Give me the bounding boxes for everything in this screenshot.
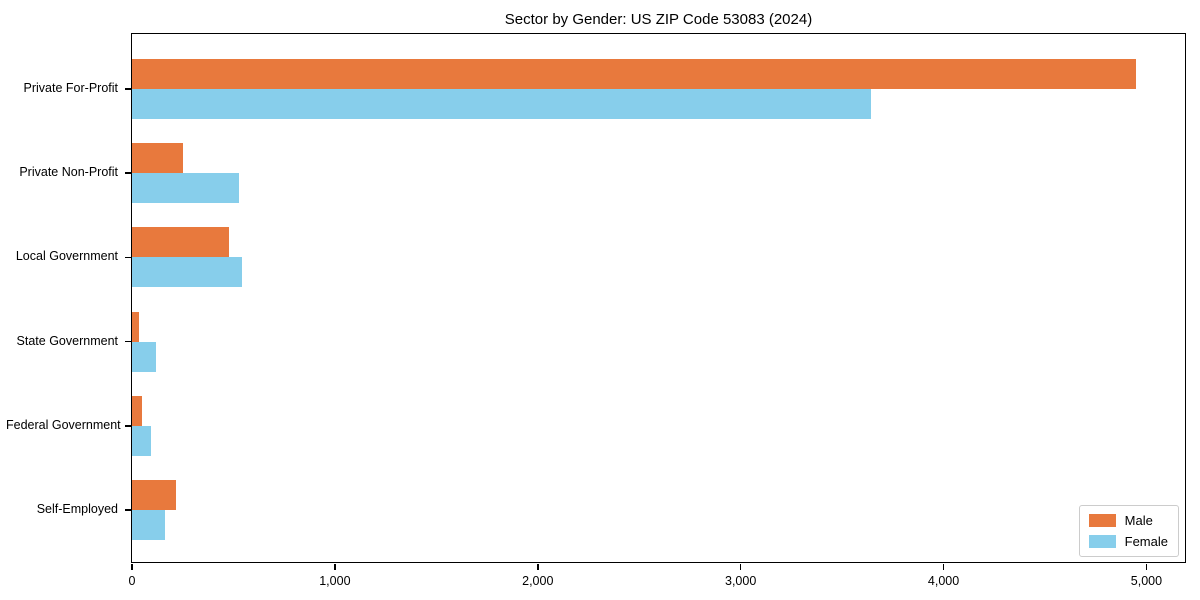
x-tick-label-3000: 3,000 <box>725 574 757 588</box>
y-tick-federal-government <box>124 425 131 427</box>
plot-area: Private For-Profit Private Non-Profit Loca… <box>6 33 1186 588</box>
y-tick-private-for-profit <box>124 88 131 90</box>
x-tick-label-5000: 5,000 <box>1130 574 1163 588</box>
x-tick-3000 <box>739 563 742 570</box>
legend-label-male: Male <box>1124 513 1153 528</box>
bar-male-private-non-profit <box>132 143 183 174</box>
x-tick-2000 <box>537 563 539 570</box>
bar-male-local-government <box>132 227 230 258</box>
x-tick-label-2000: 2,000 <box>522 574 554 588</box>
bar-female-local-government <box>132 257 242 288</box>
x-tick-label-0: 0 <box>128 574 136 588</box>
legend-label-female: Female <box>1124 534 1168 549</box>
chart-title: Sector by Gender: US ZIP Code 53083 (202… <box>504 11 813 28</box>
y-tick-private-non-profit <box>124 172 131 174</box>
y-tick-label-local-government: Local Government <box>15 249 118 264</box>
legend: Male Female <box>1078 505 1179 557</box>
legend-item-female: Female <box>1088 534 1168 549</box>
y-tick-label-state-government: State Government <box>16 333 118 348</box>
bar-male-federal-government <box>132 395 143 426</box>
x-tick-0 <box>131 563 133 570</box>
legend-item-male: Male <box>1088 513 1168 528</box>
female-color-swatch <box>1088 535 1116 548</box>
bar-female-state-government <box>132 341 157 372</box>
bar-male-self-employed <box>132 480 176 510</box>
bar-female-private-for-profit <box>132 89 871 119</box>
y-tick-local-government <box>124 256 131 259</box>
bar-female-private-non-profit <box>132 173 239 204</box>
bar-male-state-government <box>132 311 140 342</box>
y-tick-state-government <box>124 340 131 343</box>
x-tick-4000 <box>942 563 945 570</box>
bar-male-private-for-profit <box>132 59 1137 89</box>
y-tick-label-private-non-profit: Private Non-Profit <box>19 165 118 180</box>
y-tick-label-self-employed: Self-Employed <box>36 502 118 516</box>
x-tick-label-4000: 4,000 <box>927 574 960 588</box>
x-tick-1000 <box>334 563 336 570</box>
x-tick-label-1000: 1,000 <box>319 574 351 588</box>
y-tick-label-federal-government: Federal Government <box>6 417 121 432</box>
male-color-swatch <box>1088 514 1116 527</box>
y-tick-self-employed <box>124 509 131 511</box>
y-tick-label-private-for-profit: Private For-Profit <box>23 81 118 95</box>
x-tick-5000 <box>1145 563 1148 570</box>
bar-female-self-employed <box>132 510 166 540</box>
bar-female-federal-government <box>132 425 152 456</box>
